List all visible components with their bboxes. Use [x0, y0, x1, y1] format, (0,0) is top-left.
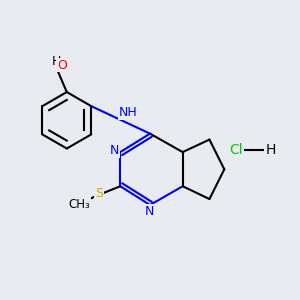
- Text: H: H: [265, 143, 276, 157]
- Text: CH₃: CH₃: [68, 198, 90, 211]
- Text: S: S: [95, 187, 103, 200]
- Text: O: O: [57, 59, 67, 72]
- Text: N: N: [145, 205, 154, 218]
- Text: N: N: [110, 144, 120, 157]
- Text: Cl: Cl: [230, 143, 243, 157]
- Text: H: H: [52, 55, 61, 68]
- Text: NH: NH: [119, 106, 137, 119]
